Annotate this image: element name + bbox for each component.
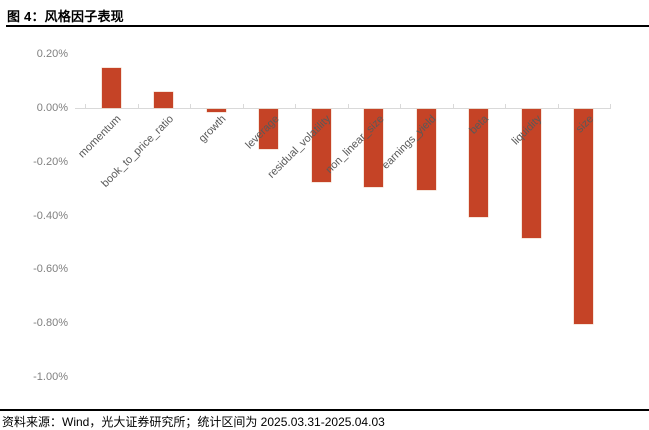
x-axis-tick bbox=[137, 104, 139, 109]
x-axis-tick bbox=[190, 104, 191, 109]
x-axis-tick bbox=[85, 104, 86, 109]
x-axis-tick bbox=[610, 104, 611, 109]
bar-liquidity bbox=[522, 109, 541, 238]
category-label-momentum: momentum bbox=[76, 113, 124, 161]
title-divider bbox=[6, 25, 649, 27]
y-axis-tick-label: -0.60% bbox=[33, 263, 68, 276]
x-axis-tick bbox=[242, 104, 244, 109]
x-axis-tick bbox=[505, 104, 506, 109]
style-factor-bar-chart: 0.20% 0.00% -0.20% -0.40% -0.60% -0.80% -1.00%… bbox=[33, 48, 611, 383]
x-axis-tick bbox=[295, 104, 296, 109]
y-axis-tick-label: -1.00% bbox=[33, 371, 68, 383]
figure-title: 图 4：风格因子表现 bbox=[7, 9, 124, 24]
category-label-growth: growth bbox=[196, 113, 229, 145]
x-axis-tick bbox=[557, 104, 559, 109]
source-note: 资料来源：Wind，光大证券研究所；统计区间为 2025.03.31-2025.… bbox=[2, 415, 385, 429]
x-axis-tick bbox=[452, 104, 454, 109]
footer-divider bbox=[0, 409, 649, 411]
y-axis-tick-label: 0.00% bbox=[36, 102, 68, 114]
bar-non_linear_size bbox=[364, 109, 383, 187]
bar-book_to_price_ratio bbox=[154, 92, 173, 108]
y-axis-tick-label: -0.80% bbox=[33, 317, 68, 330]
bar-beta bbox=[469, 109, 488, 217]
bar-residual_volatility bbox=[312, 109, 331, 182]
x-axis-tick bbox=[347, 104, 349, 109]
y-axis-tick-label: -0.20% bbox=[33, 155, 68, 168]
y-axis-tick-label: -0.40% bbox=[33, 209, 68, 222]
x-axis-tick bbox=[400, 104, 401, 109]
bar-earnings_yield bbox=[417, 109, 436, 190]
x-axis-line bbox=[75, 108, 610, 109]
bar-size bbox=[574, 109, 593, 324]
y-axis-tick-label: 0.20% bbox=[36, 48, 68, 61]
bar-growth bbox=[207, 109, 226, 112]
bar-leverage bbox=[259, 109, 278, 149]
bar-momentum bbox=[102, 68, 121, 108]
